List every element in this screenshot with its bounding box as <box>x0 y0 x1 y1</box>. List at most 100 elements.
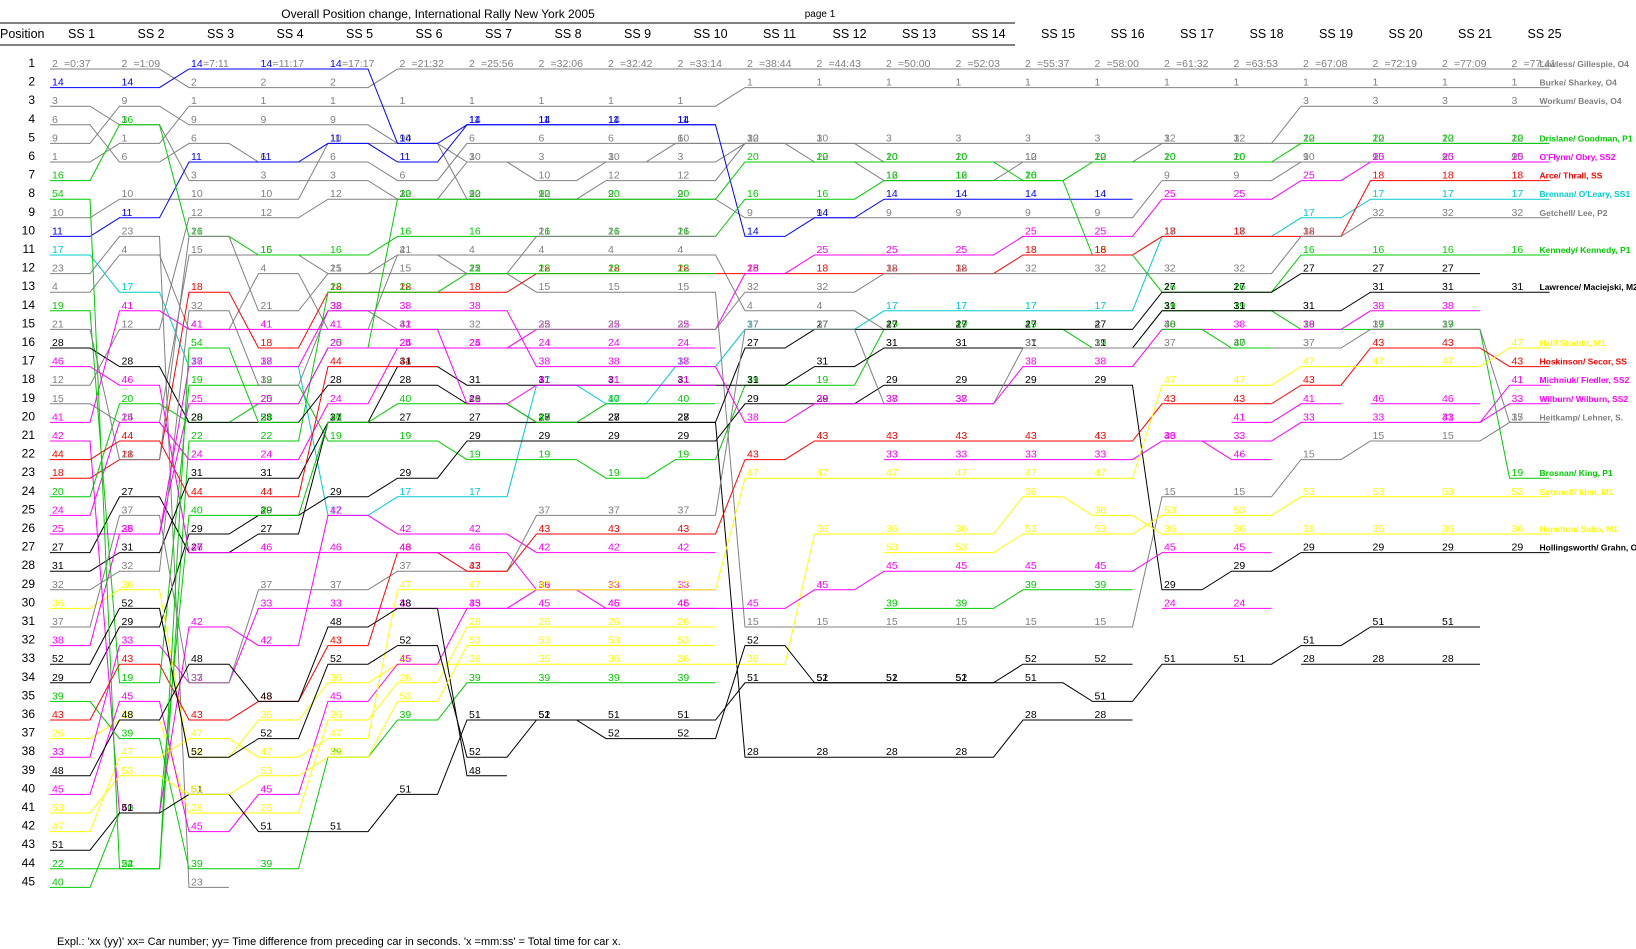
car-cell: 1 <box>1303 77 1309 89</box>
car-cell: 41 <box>52 411 64 423</box>
car-cell: 16 <box>261 244 273 256</box>
car-cell: 3 <box>1303 95 1309 107</box>
car-line <box>50 552 1272 833</box>
position-label: 45 <box>22 874 36 888</box>
car-cell: 40 <box>261 504 273 516</box>
car-cell: 51 <box>678 709 690 721</box>
car-line <box>50 142 1550 498</box>
leader-time: =50:00 <box>898 58 931 70</box>
car-cell: 22 <box>261 430 273 442</box>
car-cell: 38 <box>678 356 690 368</box>
car-cell: 12 <box>261 207 273 219</box>
car-cell: 20 <box>1095 151 1107 163</box>
car-cell: 27 <box>52 542 64 554</box>
leader-time: =32:42 <box>620 58 653 70</box>
car-cell: 38 <box>261 356 273 368</box>
car-cell: 17 <box>747 318 759 330</box>
car-cell: 36 <box>261 709 273 721</box>
position-label: 15 <box>22 316 36 330</box>
car-cell: 47 <box>608 579 620 591</box>
car-cell: 43 <box>608 523 620 535</box>
car-cell: 43 <box>261 690 273 702</box>
position-label: 8 <box>28 186 35 200</box>
car-cell: 51 <box>886 672 898 684</box>
car-cell: 6 <box>608 132 614 144</box>
car-line <box>50 347 1550 721</box>
car-cell: 37 <box>191 672 203 684</box>
car-cell: 20 <box>817 151 829 163</box>
car-cell: 2 <box>469 58 475 70</box>
car-cell: 2 <box>539 58 545 70</box>
car-cell: 6 <box>539 132 545 144</box>
car-cell: 28 <box>608 411 620 423</box>
car-cell: 26 <box>191 802 203 814</box>
car-cell: 53 <box>1373 486 1385 498</box>
car-cell: 28 <box>539 411 551 423</box>
car-cell: 27 <box>956 318 968 330</box>
car-cell: 18 <box>1442 170 1454 182</box>
car-cell: 38 <box>539 356 551 368</box>
car-cell: 21 <box>608 225 620 237</box>
car-cell: 38 <box>1164 318 1176 330</box>
car-cell: 46 <box>330 542 342 554</box>
car-cell: 9 <box>956 207 962 219</box>
car-cell: 42 <box>122 802 134 814</box>
car-line <box>50 235 229 888</box>
stage-header: SS 1 <box>68 27 95 41</box>
car-cell: 29 <box>261 504 273 516</box>
car-cell: 16 <box>1512 244 1524 256</box>
car-cell: 12 <box>1234 132 1246 144</box>
car-cell: 36 <box>608 653 620 665</box>
crew-name: Brosnan/ King, P1 <box>1540 468 1613 478</box>
car-cell: 53 <box>956 542 968 554</box>
car-cell: 46 <box>608 597 620 609</box>
car-cell: 40 <box>122 802 134 814</box>
car-cell: 14 <box>330 58 342 70</box>
car-cell: 14 <box>122 77 134 89</box>
position-label: 13 <box>22 279 36 293</box>
car-cell: 45 <box>122 690 134 702</box>
car-cell: 29 <box>608 430 620 442</box>
car-cell: 4 <box>52 281 58 293</box>
car-cell: 38 <box>1095 356 1107 368</box>
car-cell: 31 <box>122 542 134 554</box>
car-cell: 22 <box>469 263 481 275</box>
car-cell: 18 <box>1025 244 1037 256</box>
car-cell: 22 <box>191 430 203 442</box>
position-label: 44 <box>22 856 36 870</box>
car-cell: 32 <box>1095 263 1107 275</box>
car-cell: 6 <box>469 132 475 144</box>
leader-times: =0:37 =1:09 =7:11 =11:17 =17:17 =21:32 =25:56 =… <box>64 58 1556 70</box>
car-line <box>50 310 1480 647</box>
car-cell: 19 <box>608 467 620 479</box>
car-cell: 21 <box>52 318 64 330</box>
car-cell: 22 <box>122 858 134 870</box>
car-cell: 46 <box>1234 449 1246 461</box>
position-label: 10 <box>22 223 36 237</box>
car-cell: 53 <box>52 802 64 814</box>
car-cell: 6 <box>261 151 267 163</box>
car-cell: 1 <box>122 132 128 144</box>
stage-header: SS 15 <box>1041 27 1075 41</box>
car-cell: 36 <box>1442 523 1454 535</box>
car-cell: 10 <box>1512 151 1524 163</box>
car-cell: 20 <box>539 188 551 200</box>
car-cell: 40 <box>400 393 412 405</box>
car-cell: 18 <box>400 281 412 293</box>
car-cell: 45 <box>608 597 620 609</box>
stage-header: SS 2 <box>138 27 165 41</box>
position-label: 30 <box>22 595 36 609</box>
car-cell: 10 <box>1442 151 1454 163</box>
car-cell: 47 <box>1025 467 1037 479</box>
car-cell: 16 <box>678 225 690 237</box>
leader-time: =25:56 <box>481 58 514 70</box>
car-cell: 40 <box>330 411 342 423</box>
car-line <box>1162 328 1272 349</box>
car-cell: 26 <box>330 709 342 721</box>
stage-header: SS 7 <box>485 27 512 41</box>
car-cell: 31 <box>678 374 690 386</box>
position-label: 35 <box>22 688 36 702</box>
car-cell: 27 <box>1025 318 1037 330</box>
car-cell: 52 <box>330 653 342 665</box>
car-cell: 10 <box>330 132 342 144</box>
